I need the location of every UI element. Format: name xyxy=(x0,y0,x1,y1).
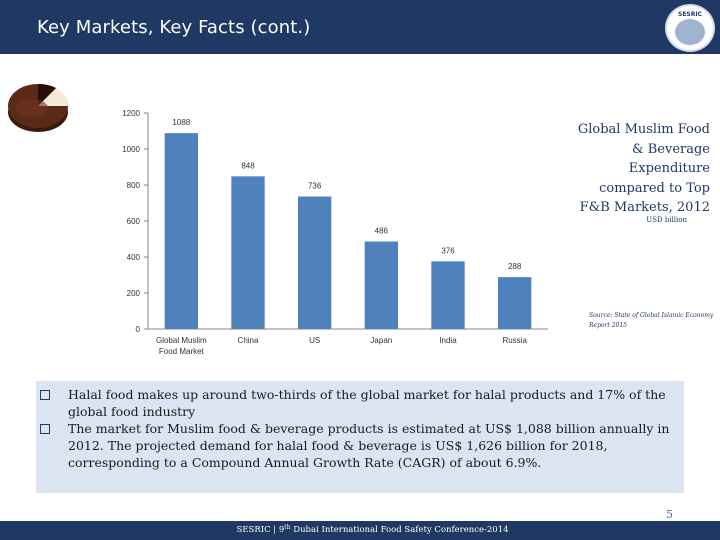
sesric-logo: SESRIC xyxy=(665,4,715,52)
data-label: 848 xyxy=(241,161,255,170)
category-label: US xyxy=(309,336,320,345)
notes-box: Halal food makes up around two-thirds of… xyxy=(36,381,684,493)
bar xyxy=(231,176,265,329)
chart-source: Source: State of Global Islamic Economy … xyxy=(589,312,714,329)
bar xyxy=(298,196,332,329)
slide-title: Key Markets, Key Facts (cont.) xyxy=(37,17,311,38)
logo-text: SESRIC xyxy=(678,11,702,18)
category-label: Food Market xyxy=(159,347,205,356)
footer-text: SESRIC | 9th Dubai International Food Sa… xyxy=(0,524,720,535)
y-tick-label: 1000 xyxy=(122,145,140,154)
globe-icon xyxy=(675,19,705,45)
y-tick-label: 400 xyxy=(127,253,141,262)
data-label: 486 xyxy=(375,227,389,236)
note-text: The market for Muslim food & beverage pr… xyxy=(68,421,670,470)
category-label: India xyxy=(439,336,457,345)
footer-bar: SESRIC | 9th Dubai International Food Sa… xyxy=(0,521,720,540)
category-label: Russia xyxy=(502,336,527,345)
page-number: 5 xyxy=(666,508,673,521)
footer-text-suffix: Dubai International Food Safety Conferen… xyxy=(290,525,509,535)
footer-text-sup: th xyxy=(284,524,291,531)
category-label: Global Muslim xyxy=(156,336,207,345)
chart-unit: USD billion xyxy=(646,216,687,224)
category-label: Japan xyxy=(370,336,392,345)
bar-chart: 0 200 400 600 800 1000 1200 1088 Global Muslim Fo… xyxy=(0,100,560,370)
y-tick-label: 600 xyxy=(127,217,141,226)
bar xyxy=(164,133,198,329)
title-bar: Key Markets, Key Facts (cont.) SESRIC xyxy=(0,0,720,54)
note-item: The market for Muslim food & beverage pr… xyxy=(40,420,676,471)
data-label: 1088 xyxy=(172,118,190,127)
y-tick-label: 800 xyxy=(127,181,141,190)
footer-text-prefix: SESRIC | 9 xyxy=(236,525,285,535)
bar xyxy=(431,261,465,329)
pie-chart-icon xyxy=(8,83,69,132)
y-tick-label: 200 xyxy=(127,289,141,298)
category-label: China xyxy=(238,336,259,345)
note-item: Halal food makes up around two-thirds of… xyxy=(40,386,676,420)
data-label: 288 xyxy=(508,262,522,271)
chart-title: Global Muslim Food & Beverage Expenditur… xyxy=(577,122,710,215)
checkbox-bullet-icon xyxy=(40,390,50,400)
data-label: 736 xyxy=(308,182,322,191)
bar xyxy=(498,277,532,329)
data-label: 376 xyxy=(441,246,455,255)
note-text: Halal food makes up around two-thirds of… xyxy=(68,387,666,419)
checkbox-bullet-icon xyxy=(40,424,50,434)
bar xyxy=(364,241,398,329)
bar-chart-svg: 0 200 400 600 800 1000 1200 1088 Global Muslim Fo… xyxy=(122,109,548,356)
y-tick-label: 1200 xyxy=(122,109,140,118)
y-tick-label: 0 xyxy=(136,325,141,334)
